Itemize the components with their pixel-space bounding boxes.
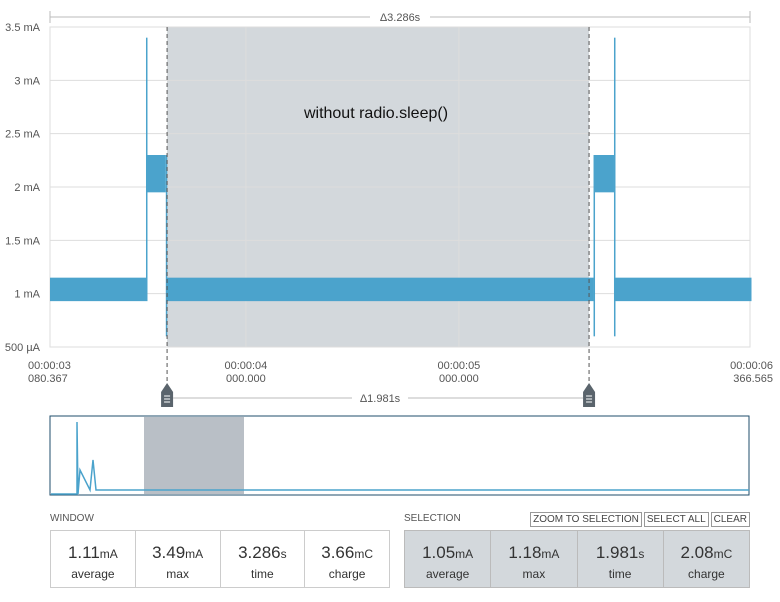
y-tick-label: 3.5 mA [5,22,41,34]
stat-value: 3.286s [221,543,305,563]
stat: 3.66mC charge [305,531,389,587]
selection-handle [161,383,174,407]
selection-handle [583,383,596,407]
x-tick-label: 00:00:04 000.000 [224,360,267,385]
stat-label: average [425,567,470,581]
button[interactable]: ZOOM TO SELECTION [530,512,642,527]
stat-label: charge [688,567,725,581]
button[interactable]: CLEAR [710,512,750,527]
stat-label: time [251,567,274,581]
stat: 1.18mA max [491,531,578,587]
selection-panel: SELECTION ZOOM TO SELECTION SELECT ALL CLE… [404,512,750,588]
y-tick-label: 1 mA [14,289,40,301]
stat-unit: s [280,547,287,561]
stat-unit: mC [354,547,373,561]
stat-number: 2.08 [680,543,714,562]
stat-unit: mA [541,547,560,561]
stat: 3.286s time [221,531,306,587]
window-delta: Δ3.286s [380,12,421,24]
stat: 1.05mA average [405,531,492,587]
button[interactable]: SELECT ALL [643,512,709,527]
current-band [146,155,166,193]
stat-number: 1.05 [422,543,456,562]
handle-grip [164,395,171,403]
stat-value: 1.18mA [491,543,576,563]
stat-label: time [608,567,632,581]
current-band [166,277,594,302]
stat-value: 3.49mA [136,543,220,563]
stat: 1.11mA average [51,531,136,587]
selection-delta: Δ1.981s [360,393,401,405]
stat-number: 3.49 [152,543,186,562]
label-bg [370,10,430,24]
current-band [613,37,616,337]
stat-label: average [71,567,115,581]
current-band [750,277,752,302]
current-band [614,277,750,302]
stat-number: 1.981 [595,543,639,562]
selection-buttons: ZOOM TO SELECTION SELECT ALL CLEAR [530,512,750,527]
label-bg [352,391,408,405]
stat-number: 1.11 [67,543,100,562]
y-tick-label: 500 µA [5,342,41,354]
x-tick-label: 00:00:06 366.565 [730,360,773,385]
stat-number: 3.66 [321,543,355,562]
stat-number: 3.286 [238,543,281,562]
current-band [594,155,614,193]
annotation: without radio.sleep() [303,105,448,122]
x-tick-label: 00:00:03 080.367 [28,360,71,385]
stat-unit: mC [713,547,733,561]
y-tick-label: 2.5 mA [5,129,41,141]
stat: 1.981s time [578,531,664,587]
stat: 3.49mA max [136,531,221,587]
window-stats: 1.11mA average 3.49mA max 3.286s time 3.66mC ch… [50,530,390,588]
selection-title: SELECTION [404,513,461,524]
minimap-trace [51,421,749,495]
stat-value: 2.08mC [664,543,749,563]
minimap-window [144,417,244,494]
plot: 500 µA 1 mA 1.5 mA 2 mA 2.5 mA 3 mA 3.5 mA 00:0… [5,10,773,496]
current-band [50,277,146,302]
y-tick-label: 2 mA [14,182,40,194]
current-band [165,155,168,337]
selection-stats: 1.05mA average 1.18mA max 1.981s time 2.08mC ch… [404,530,750,588]
y-tick-label: 1.5 mA [5,235,41,247]
stat-value: 1.05mA [405,543,490,563]
stat-number: 1.18 [508,543,542,562]
stat-unit: mA [185,547,204,561]
current-band [593,155,596,337]
stat-value: 1.981s [578,543,663,563]
stat: 2.08mC charge [664,531,749,587]
y-tick-label: 3 mA [14,75,40,87]
stat-label: charge [328,567,366,581]
stat-unit: s [638,547,645,561]
stat-unit: mA [99,547,118,561]
stat-label: max [166,567,189,581]
window-title: WINDOW [50,513,94,524]
stat-value: 3.66mC [305,543,389,563]
x-tick-label: 00:00:05 000.000 [437,360,480,385]
stat-value: 1.11mA [51,543,135,563]
handle-grip [586,395,593,403]
stat-label: max [522,567,546,581]
window-panel: WINDOW 1.11mA average 3.49mA max 3.286s time 3… [50,512,390,588]
stat-unit: mA [455,547,474,561]
